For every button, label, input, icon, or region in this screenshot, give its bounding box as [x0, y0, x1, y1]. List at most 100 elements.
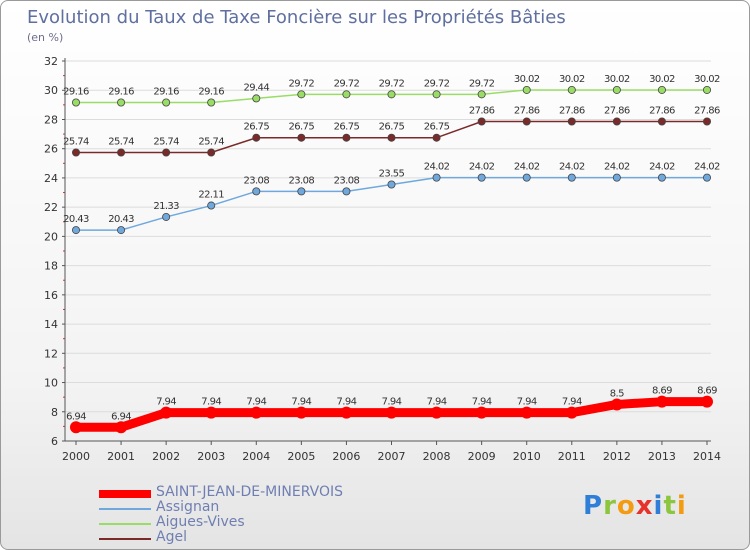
- x-tick-label: 2002: [152, 450, 180, 463]
- y-tick-label: 30: [44, 84, 58, 97]
- x-tick-label: 2004: [242, 450, 270, 463]
- data-point: [207, 201, 216, 210]
- data-point: [432, 90, 441, 99]
- data-point: [385, 406, 398, 419]
- data-point: [72, 226, 81, 235]
- data-point: [117, 226, 126, 235]
- legend-label-aigues-vives: Aigues-Vives: [156, 514, 245, 530]
- legend-label-assignan: Assignan: [156, 499, 220, 515]
- data-point: [432, 173, 441, 182]
- y-tick-label: 12: [44, 347, 58, 360]
- data-label: 23.08: [289, 175, 315, 186]
- logo-letter: i: [653, 491, 664, 521]
- data-label: 7.94: [562, 397, 582, 408]
- data-point: [432, 133, 441, 142]
- data-label: 27.86: [604, 106, 630, 117]
- legend-label-saint-jean-de-minervois: SAINT-JEAN-DE-MINERVOIS: [156, 484, 344, 500]
- x-tick-label: 2006: [332, 450, 360, 463]
- data-label: 7.94: [472, 397, 492, 408]
- data-label: 7.94: [156, 397, 176, 408]
- data-label: 26.75: [334, 122, 360, 133]
- data-point: [522, 117, 531, 126]
- y-tick-label: 24: [44, 172, 58, 185]
- proxiti-logo: Proxiti: [583, 491, 687, 521]
- data-point: [72, 148, 81, 157]
- y-tick-label: 26: [44, 143, 58, 156]
- data-label: 7.94: [382, 397, 402, 408]
- data-label: 25.74: [198, 136, 224, 147]
- data-point: [657, 173, 666, 182]
- data-point: [610, 398, 623, 411]
- data-point: [387, 133, 396, 142]
- data-point: [477, 173, 486, 182]
- data-point: [342, 90, 351, 99]
- x-tick-label: 2014: [693, 450, 721, 463]
- data-point: [657, 85, 666, 94]
- data-label: 27.86: [694, 106, 720, 117]
- data-label: 8.69: [697, 386, 717, 397]
- data-point: [295, 406, 308, 419]
- data-label: 7.94: [517, 397, 537, 408]
- data-point: [70, 421, 82, 434]
- data-point: [520, 406, 533, 419]
- data-point: [612, 117, 621, 126]
- logo-letter: i: [676, 491, 687, 521]
- x-tick-label: 2007: [378, 450, 406, 463]
- data-point: [703, 173, 712, 182]
- data-label: 29.72: [424, 78, 450, 89]
- chart-axes: 6 8 10 12 14 16 18 20 22 24 26 28 30 32 2000 2001 2002 20…: [44, 55, 721, 463]
- logo-letter: x: [635, 491, 654, 521]
- series-aigues-vives: 29.16 29.16 29.16 29.16 29.44 29.72 29.72 29.72…: [63, 74, 721, 107]
- y-tick-label: 10: [44, 377, 58, 390]
- data-point: [205, 406, 218, 419]
- data-label: 20.43: [108, 214, 134, 225]
- data-point: [250, 406, 263, 419]
- legend-swatch-assignan: [99, 508, 151, 510]
- y-tick-label: 16: [44, 289, 58, 302]
- data-label: 22.11: [198, 190, 224, 201]
- data-label: 25.74: [63, 136, 89, 147]
- data-point: [477, 117, 486, 126]
- x-tick-label: 2003: [197, 450, 225, 463]
- data-point: [252, 187, 261, 196]
- x-tick-label: 2013: [648, 450, 676, 463]
- data-point: [567, 85, 576, 94]
- data-label: 30.02: [649, 74, 675, 85]
- logo-letter: P: [583, 491, 604, 521]
- data-label: 30.02: [514, 74, 540, 85]
- data-label: 26.75: [243, 122, 269, 133]
- data-point: [162, 98, 171, 107]
- x-tick-label: 2001: [107, 450, 135, 463]
- data-point: [387, 180, 396, 189]
- data-label: 26.75: [379, 122, 405, 133]
- data-label: 7.94: [201, 397, 221, 408]
- data-label: 24.02: [559, 162, 585, 173]
- data-point: [340, 406, 353, 419]
- data-point: [117, 98, 126, 107]
- data-point: [703, 85, 712, 94]
- data-label: 29.16: [153, 87, 179, 98]
- data-label: 7.94: [291, 397, 311, 408]
- y-tick-label: 20: [44, 230, 58, 243]
- data-label: 29.16: [198, 87, 224, 98]
- series-layer: 20.43 20.43 21.33 22.11 23.08 23.08 23.08 23.55…: [63, 74, 721, 434]
- legend-swatch-aigues-vives: [99, 523, 151, 525]
- x-tick-label: 2010: [513, 450, 541, 463]
- data-label: 27.86: [649, 106, 675, 117]
- data-point: [117, 148, 126, 157]
- data-point: [567, 117, 576, 126]
- y-tick-label: 8: [51, 406, 58, 419]
- data-point: [612, 173, 621, 182]
- data-point: [565, 406, 578, 419]
- data-label: 8.5: [610, 388, 624, 399]
- logo-letter: o: [616, 491, 636, 521]
- y-tick-label: 28: [44, 113, 58, 126]
- data-label: 7.94: [427, 397, 447, 408]
- data-point: [162, 212, 171, 221]
- y-tick-label: 32: [44, 55, 58, 68]
- data-label: 20.43: [63, 214, 89, 225]
- data-point: [162, 148, 171, 157]
- data-label: 29.72: [469, 78, 495, 89]
